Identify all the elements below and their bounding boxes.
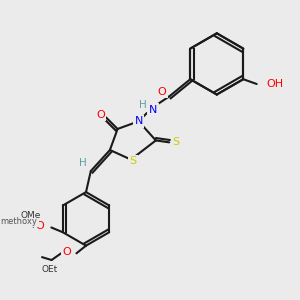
Text: OEt: OEt — [41, 265, 58, 274]
Text: N: N — [149, 105, 157, 115]
Text: O: O — [96, 110, 105, 120]
Text: S: S — [172, 137, 179, 147]
Text: H: H — [139, 100, 146, 110]
Text: O: O — [157, 87, 166, 97]
Text: O: O — [62, 247, 71, 257]
Text: H: H — [79, 158, 87, 168]
Text: OH: OH — [266, 79, 284, 89]
Text: methoxy: methoxy — [0, 217, 37, 226]
Text: N: N — [134, 116, 143, 126]
Text: S: S — [129, 157, 137, 166]
Text: OMe: OMe — [20, 211, 40, 220]
Text: O: O — [35, 220, 44, 231]
